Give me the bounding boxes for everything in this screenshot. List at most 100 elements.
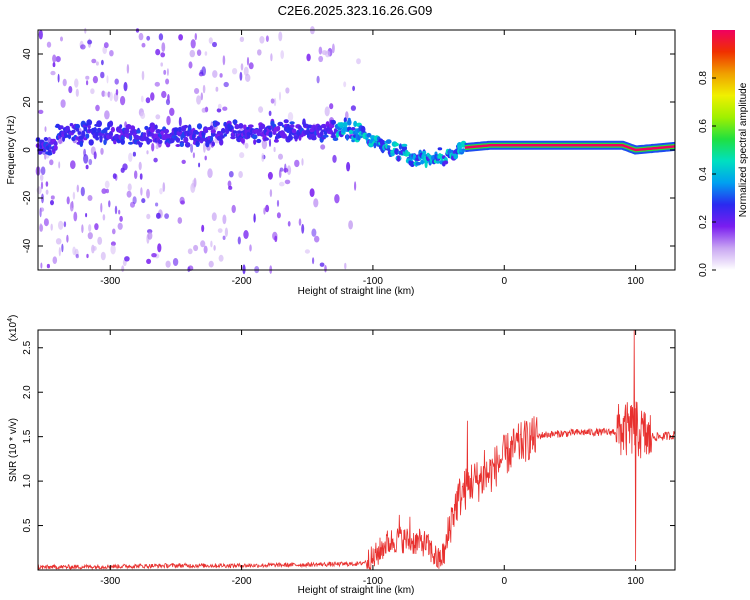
spectrogram-noise-cell <box>172 258 179 266</box>
spectrogram-noise-cell <box>203 142 206 153</box>
spectrogram-noise-cell <box>95 61 99 66</box>
spectrogram-noise-cell <box>164 213 170 219</box>
spectrogram-noise-cell <box>239 71 243 81</box>
spectrogram-noise-cell <box>218 254 224 262</box>
spectrogram-ridge-cell <box>183 136 189 144</box>
spectrogram-ridge-cell <box>86 119 93 126</box>
spectrogram-noise-cell <box>140 187 143 196</box>
spectrogram-noise-cell <box>122 163 128 171</box>
spectrogram-noise-cell <box>75 88 79 97</box>
spectrogram-ridge-cell <box>97 127 102 131</box>
spectrogram-ridge-cell <box>390 152 395 156</box>
spectrogram-noise-cell <box>40 166 46 175</box>
spectrogram-noise-cell <box>40 174 44 182</box>
spectrogram-noise-cell <box>140 95 144 103</box>
spectrogram-noise-cell <box>117 222 123 230</box>
spectrogram-noise-cell <box>177 217 183 224</box>
spectrogram-noise-cell <box>40 262 43 269</box>
spectrogram-ridge-cell <box>99 136 103 143</box>
spectrogram-ridge-cell <box>437 147 443 151</box>
spectrogram-noise-cell <box>162 182 166 193</box>
spectrogram-noise-cell <box>243 230 249 239</box>
spectrogram-noise-cell <box>100 251 106 261</box>
spectrogram-y-tick-label: -40 <box>22 238 33 253</box>
colorbar: 0.0 0.2 0.4 0.6 0.8 Normalized spectral ampl… <box>698 30 749 277</box>
spectrogram-noise-cell <box>278 153 283 160</box>
spectrogram-ridge-cell <box>175 137 181 143</box>
spectrogram-ridge-cell <box>155 129 161 134</box>
spectrogram-noise-cell <box>187 248 193 255</box>
spectrogram-noise-cell <box>90 88 95 95</box>
spectrogram-noise-cell <box>222 106 228 111</box>
spectrogram-noise-cell <box>329 103 334 110</box>
spectrogram-noise-cell <box>159 188 163 195</box>
spectrogram-noise-cell <box>155 144 159 150</box>
spectrogram-ridge-cell <box>232 119 238 125</box>
spectrogram-noise-cell <box>139 173 143 180</box>
spectrogram-noise-cell <box>243 66 249 77</box>
spectrogram-ridge-cell <box>169 137 175 144</box>
spectrogram-noise-cell <box>50 223 53 231</box>
spectrogram-ridge-cell <box>243 124 247 130</box>
spectrogram-noise-cell <box>261 152 265 162</box>
spectrogram-ridge-cell <box>184 142 191 148</box>
spectrogram-noise-cell <box>204 51 208 56</box>
snr-y-scale: (x104) <box>7 315 19 342</box>
spectrogram-ridge-cell <box>453 153 459 160</box>
spectrogram-noise-cell <box>87 232 93 240</box>
spectrogram-ridge-cell <box>119 124 123 129</box>
spectrogram-noise-cell <box>246 56 250 66</box>
spectrogram-noise-cell <box>258 106 264 113</box>
spectrogram-noise-cell <box>219 73 223 78</box>
spectrogram-ridge-cell <box>345 134 349 141</box>
spectrogram-noise-cell <box>263 207 266 215</box>
spectrogram-noise-cell <box>207 168 213 179</box>
spectrogram-ridge-cell <box>317 126 323 131</box>
spectrogram-noise-cell <box>350 105 356 111</box>
spectrogram-ridge-cell <box>74 123 80 129</box>
spectrogram-noise-cell <box>276 199 280 207</box>
snr-frame <box>37 329 676 571</box>
spectrogram-ridge-cell <box>424 161 428 169</box>
spectrogram-ridge-cell <box>396 156 401 162</box>
spectrogram-noise-cell <box>213 245 216 251</box>
spectrogram-ridge-cell <box>298 135 302 141</box>
spectrogram-noise-cell <box>319 262 325 267</box>
spectrogram-x-tick-label: 0 <box>501 276 507 287</box>
spectrogram-noise-cell <box>105 188 110 194</box>
spectrogram-noise-cell <box>231 204 236 214</box>
spectrogram-noise-cell <box>88 158 93 166</box>
spectrogram-noise-cell <box>279 181 285 187</box>
spectrogram-noise-cell <box>265 204 270 213</box>
spectrogram-noise-cell <box>108 200 111 208</box>
spectrogram-noise-cell <box>237 236 241 245</box>
spectrogram-noise-cell <box>45 189 49 195</box>
spectrogram-noise-cell <box>228 185 233 190</box>
spectrogram-noise-cell <box>165 78 170 85</box>
spectrogram-noise-cell <box>121 265 125 273</box>
spectrogram-noise-cell <box>193 177 197 188</box>
spectrogram-noise-cell <box>318 55 324 63</box>
spectrogram-noise-cell <box>68 86 73 94</box>
spectrogram-ridge-cell <box>65 125 70 130</box>
spectrogram-ridge-cell <box>238 123 244 129</box>
spectrogram-noise-cell <box>38 29 43 40</box>
spectrogram-noise-cell <box>141 70 145 81</box>
spectrogram-marks <box>35 26 676 275</box>
spectrogram-ridge-cell <box>221 128 226 134</box>
spectrogram-ridge-cell <box>75 127 80 132</box>
spectrogram-ridge-cell <box>240 138 245 144</box>
spectrogram-noise-cell <box>223 81 229 88</box>
spectrogram-noise-cell <box>132 151 136 157</box>
spectrogram-noise-cell <box>151 142 155 152</box>
spectrogram-noise-cell <box>134 170 138 179</box>
spectrogram-ridge-cell <box>53 145 58 151</box>
spectrogram-x-tick-label: -300 <box>100 276 120 287</box>
spectrogram-noise-cell <box>151 253 157 258</box>
snr-y-tick-label: 2.5 <box>22 340 33 354</box>
spectrogram-noise-cell <box>94 223 99 231</box>
snr-y-scale-close: ) <box>8 315 19 318</box>
spectrogram-ridge-cell <box>93 127 97 133</box>
spectrogram-noise-cell <box>92 246 97 251</box>
spectrogram-noise-cell <box>324 265 327 273</box>
